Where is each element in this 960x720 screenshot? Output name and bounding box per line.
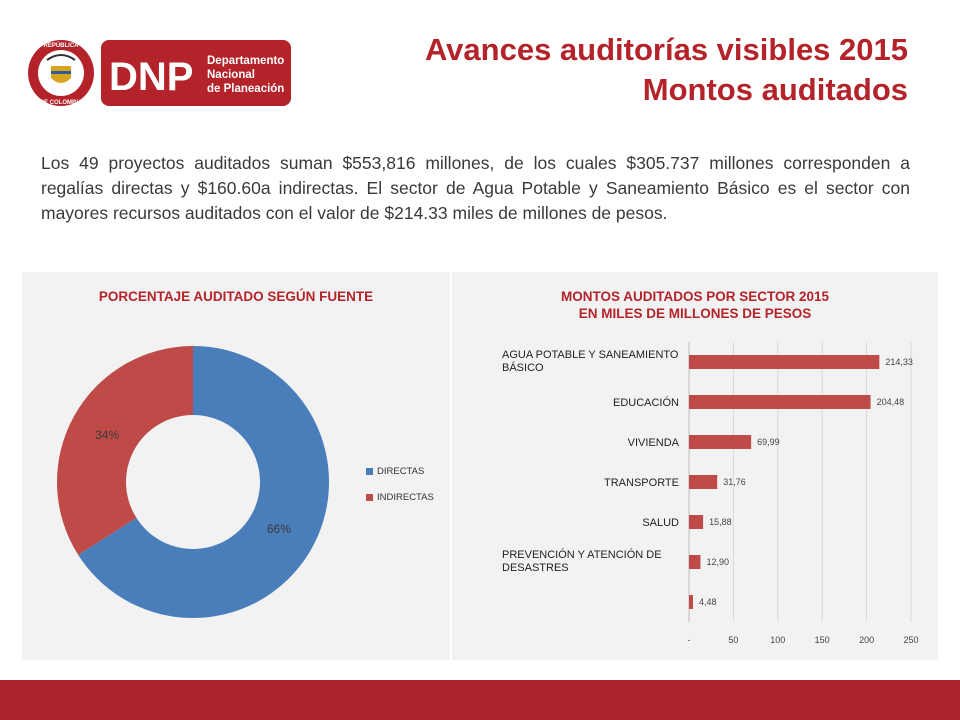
seal-shield-icon [51, 66, 71, 83]
bar-value-label: 69,99 [757, 437, 780, 447]
bar-chart-title-line2: EN MILES DE MILLONES DE PESOS [578, 306, 812, 321]
bar-value-label: 4,48 [699, 597, 717, 607]
category-label: PREVENCIÓN Y ATENCIÓN DE [502, 548, 662, 561]
donut-slice-directas [78, 346, 329, 618]
bar [689, 515, 704, 529]
x-tick-label: 200 [859, 635, 874, 645]
bar [689, 555, 701, 569]
bar-value-label: 204,48 [877, 397, 905, 407]
title-line2: Montos auditados [642, 72, 908, 107]
logo-line3: de Planeación [207, 83, 284, 95]
category-label: AGUA POTABLE Y SANEAMIENTO [502, 349, 679, 361]
category-label: EDUCACIÓN [613, 396, 679, 409]
x-tick-label: 100 [770, 635, 785, 645]
bar-chart-title-line1: MONTOS AUDITADOS POR SECTOR 2015 [560, 289, 830, 304]
bar [689, 475, 718, 489]
donut-label-indirectas: 34% [95, 428, 119, 442]
legend-swatch-indirectas [366, 493, 373, 501]
bar [689, 435, 752, 449]
category-label: DESASTRES [502, 562, 569, 574]
x-tick-label: 50 [728, 635, 738, 645]
bar [689, 395, 871, 409]
donut-slice-indirectas [57, 346, 193, 555]
bar-value-label: 12,90 [706, 557, 729, 567]
legend-item-indirectas: INDIRECTAS [366, 491, 434, 503]
seal-bottom-text: DE COLOMBIA [40, 100, 83, 106]
intro-paragraph: Los 49 proyectos auditados suman $553,81… [41, 153, 910, 223]
donut-chart-panel: PORCENTAJE AUDITADO SEGÚN FUENTE 66% 34% … [22, 272, 450, 660]
bar-chart: - 50 100 150 200 250 214,33 AGUA POTABLE Y SANE… [502, 342, 919, 645]
bar-value-label: 31,76 [723, 477, 746, 487]
logo-box [101, 40, 291, 106]
legend-label-directas: DIRECTAS [377, 465, 425, 477]
bar [689, 355, 880, 369]
footer-bar [0, 680, 960, 720]
category-label: TRANSPORTE [604, 477, 679, 489]
x-tick-label: 250 [903, 635, 918, 645]
category-label: SALUD [642, 517, 679, 529]
title-line1: Avances auditorías visibles 2015 [424, 32, 908, 67]
bar [689, 595, 693, 609]
x-tick-label: 150 [815, 635, 830, 645]
donut-chart-title: PORCENTAJE AUDITADO SEGÚN FUENTE [98, 289, 374, 304]
x-tick-label: - [688, 635, 691, 645]
logo-line2: Nacional [207, 69, 255, 81]
page-title: Avances auditorías visibles 2015 Montos … [425, 30, 908, 110]
donut-chart: 66% 34% [57, 346, 329, 618]
logo-brand: DNP [109, 55, 193, 99]
bar-chart-panel: MONTOS AUDITADOS POR SECTOR 2015 EN MILE… [452, 272, 938, 660]
bar-value-label: 15,88 [709, 517, 732, 527]
donut-label-directas: 66% [267, 522, 291, 536]
legend-item-directas: DIRECTAS [366, 465, 434, 477]
legend-label-indirectas: INDIRECTAS [377, 491, 434, 503]
dnp-logo: REPÚBLICA DE COLOMBIA DNP Departamento N… [28, 40, 291, 106]
category-label: VIVIENDA [628, 437, 680, 449]
seal-top-text: REPÚBLICA [43, 42, 79, 49]
category-label: BÁSICO [502, 361, 544, 374]
logo-line1: Departamento [207, 55, 284, 67]
legend-swatch-directas [366, 467, 373, 475]
bar-value-label: 214,33 [885, 357, 913, 367]
donut-legend: DIRECTAS INDIRECTAS [366, 465, 434, 517]
